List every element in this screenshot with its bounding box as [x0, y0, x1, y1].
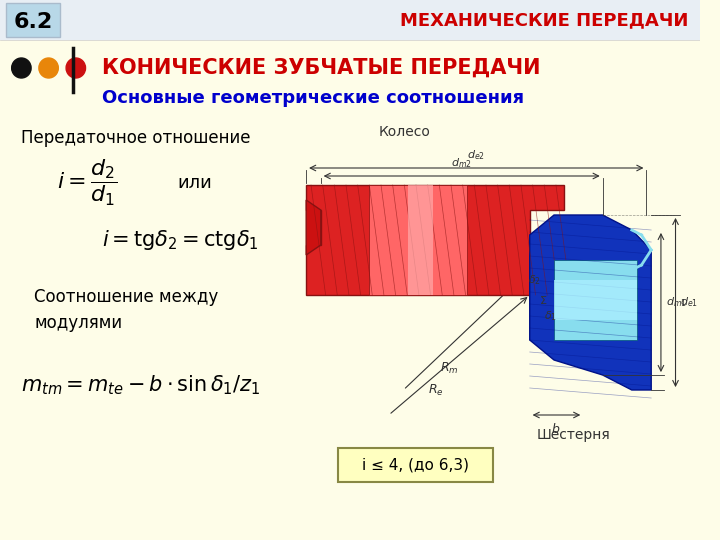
- Text: $R_e$: $R_e$: [428, 382, 444, 397]
- Circle shape: [12, 58, 31, 78]
- Text: $i = \mathrm{tg}\delta_2 = \mathrm{ctg}\delta_1$: $i = \mathrm{tg}\delta_2 = \mathrm{ctg}\…: [102, 228, 258, 252]
- Text: $\Sigma$: $\Sigma$: [539, 294, 548, 306]
- Text: $d_{m2}$: $d_{m2}$: [451, 156, 472, 170]
- Polygon shape: [530, 215, 651, 390]
- Text: i ≤ 4, (до 6,3): i ≤ 4, (до 6,3): [361, 457, 469, 472]
- Text: Основные геометрические соотношения: Основные геометрические соотношения: [102, 89, 524, 107]
- Text: Соотношение между
модулями: Соотношение между модулями: [34, 288, 218, 332]
- Text: $b$: $b$: [552, 422, 561, 436]
- Text: Шестерня: Шестерня: [536, 428, 611, 442]
- Text: или: или: [177, 174, 212, 192]
- Text: 6.2: 6.2: [14, 12, 53, 32]
- Text: $i = \dfrac{d_2}{d_1}$: $i = \dfrac{d_2}{d_1}$: [58, 158, 117, 208]
- FancyBboxPatch shape: [6, 3, 60, 37]
- Text: $\delta_1$: $\delta_1$: [544, 309, 557, 323]
- Polygon shape: [306, 200, 320, 255]
- Polygon shape: [306, 185, 564, 295]
- Text: Колесо: Колесо: [379, 125, 431, 139]
- Text: $d_{e1}$: $d_{e1}$: [680, 295, 698, 309]
- FancyBboxPatch shape: [338, 448, 492, 482]
- Text: $d_{e2}$: $d_{e2}$: [467, 148, 485, 162]
- Text: КОНИЧЕСКИЕ ЗУБЧАТЫЕ ПЕРЕДАЧИ: КОНИЧЕСКИЕ ЗУБЧАТЫЕ ПЕРЕДАЧИ: [102, 58, 541, 78]
- Text: $R_m$: $R_m$: [440, 361, 459, 375]
- Text: Передаточное отношение: Передаточное отношение: [22, 129, 251, 147]
- Text: $m_{tm} = m_{te} - b \cdot \sin\delta_1/z_1$: $m_{tm} = m_{te} - b \cdot \sin\delta_1/…: [22, 373, 261, 397]
- Circle shape: [39, 58, 58, 78]
- FancyBboxPatch shape: [0, 0, 700, 40]
- Text: $\delta_2$: $\delta_2$: [528, 273, 541, 287]
- Polygon shape: [554, 260, 636, 340]
- Polygon shape: [369, 185, 467, 295]
- Text: МЕХАНИЧЕСКИЕ ПЕРЕДАЧИ: МЕХАНИЧЕСКИЕ ПЕРЕДАЧИ: [400, 11, 688, 29]
- Text: $d_{m1}$: $d_{m1}$: [666, 295, 687, 309]
- Circle shape: [66, 58, 86, 78]
- Polygon shape: [554, 280, 636, 320]
- Polygon shape: [408, 185, 433, 295]
